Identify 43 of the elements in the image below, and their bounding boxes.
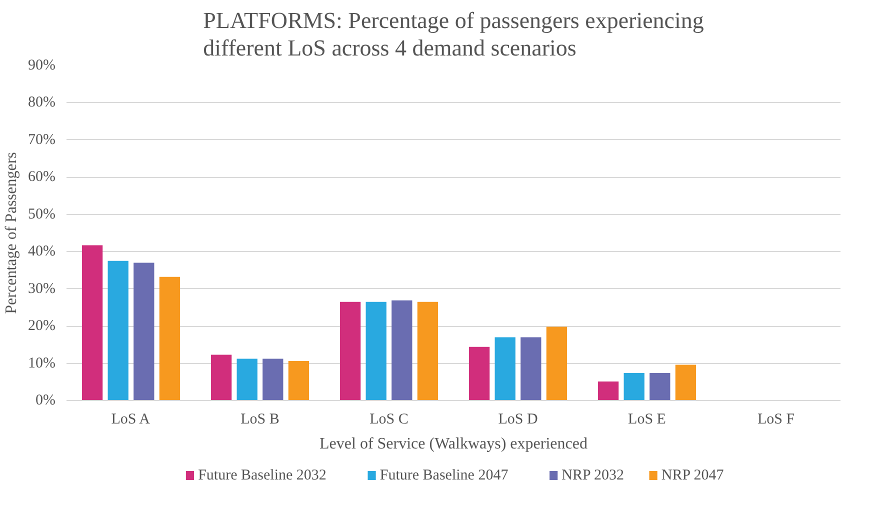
bar [598,382,619,400]
x-tick-label: LoS B [240,412,280,428]
bar [675,364,696,400]
y-tick-label: 0% [36,392,56,408]
y-tick-label: 20% [28,318,56,334]
legend-label: NRP 2032 [562,468,624,484]
y-axis-title: Percentage of Passengers [3,152,20,314]
bar [262,358,284,400]
bar [108,260,128,400]
bar [546,326,568,400]
bar [520,337,542,400]
chart-title: PLATFORMS: Percentage of passengers experiencing different LoS across 4 demand scenarios [203,8,704,60]
x-tick-label: LoS C [370,412,408,428]
bar [134,262,154,400]
bar [392,300,412,400]
y-tick-label: 60% [28,169,56,186]
y-tick-label: 10% [28,355,56,372]
x-tick-label: LoS F [757,412,795,428]
y-tick-label: 50% [28,206,56,222]
legend-label: Future Baseline 2047 [380,468,509,484]
bar [236,358,258,400]
bar [210,354,232,400]
bar [159,276,180,400]
bar [366,302,386,400]
bar [288,361,310,400]
x-tick-label: LoS A [111,412,150,428]
bar [417,302,438,400]
y-tick-label: 70% [28,132,56,148]
bar [340,302,361,400]
bar [650,372,670,400]
legend-label: Future Baseline 2032 [198,468,326,484]
x-axis-title: Level of Service (Walkways) experienced [320,436,588,452]
legend-label: NRP 2047 [661,468,724,484]
y-tick-label: 40% [28,244,56,260]
y-tick-label: 90% [28,58,56,74]
y-tick-label: 80% [28,94,56,111]
x-tick-label: LoS E [628,412,666,428]
bar [468,346,490,400]
x-tick-label: LoS D [498,412,538,428]
y-tick-label: 30% [28,280,56,297]
bar [624,372,644,400]
bar [494,337,516,400]
bar [82,245,103,400]
